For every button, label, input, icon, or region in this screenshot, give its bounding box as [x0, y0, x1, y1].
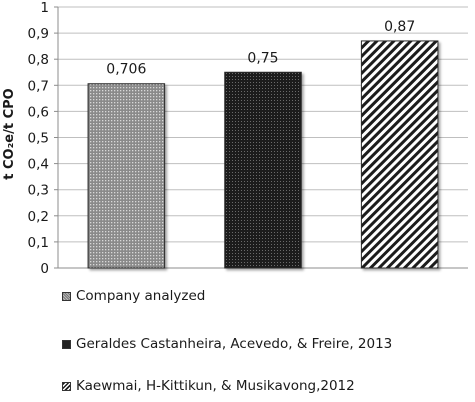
y-tick-label: 0,7	[28, 78, 49, 94]
bar-2	[224, 71, 302, 269]
bar-3	[360, 40, 439, 269]
legend-item-geraldes: Geraldes Castanheira, Acevedo, & Freire,…	[62, 334, 392, 354]
legend-label-kaewmai: Kaewmai, H-Kittikun, & Musikavong,2012	[76, 378, 355, 394]
y-tick-label: 0,2	[28, 209, 49, 225]
y-tick-label: 0,9	[28, 26, 49, 42]
legend-swatch-geraldes	[62, 339, 71, 349]
y-tick-label: 1	[40, 0, 49, 16]
y-tick-label: 0,6	[28, 104, 49, 120]
y-tick-label: 0,3	[28, 183, 49, 199]
legend-label-geraldes: Geraldes Castanheira, Acevedo, & Freire,…	[76, 336, 393, 352]
legend-swatch-company	[62, 291, 71, 301]
y-tick-label: 0,4	[28, 157, 49, 173]
bars	[87, 40, 439, 269]
y-tick-label: 0	[40, 261, 49, 277]
data-label-1: 0,706	[106, 62, 146, 78]
y-tick-label: 0,8	[28, 52, 49, 68]
data-label-2: 0,75	[247, 50, 278, 66]
bar-chart-plot: 00,10,20,30,40,50,60,70,80,91 0,7060,750…	[2, 0, 468, 277]
legend-swatch-kaewmai	[62, 381, 71, 391]
data-labels: 0,706 0,75 0,87	[106, 19, 415, 78]
y-tick-label: 0,5	[28, 131, 49, 147]
y-axis-title: t CO₂e/t CPO	[2, 88, 17, 179]
bar-1	[87, 83, 166, 269]
legend-item-company: Company analyzed	[62, 286, 205, 306]
y-tick-label: 0,1	[28, 235, 49, 251]
legend-item-kaewmai: Kaewmai, H-Kittikun, & Musikavong,2012	[62, 376, 355, 396]
legend-label-company: Company analyzed	[76, 288, 206, 304]
data-label-3: 0,87	[384, 19, 415, 35]
